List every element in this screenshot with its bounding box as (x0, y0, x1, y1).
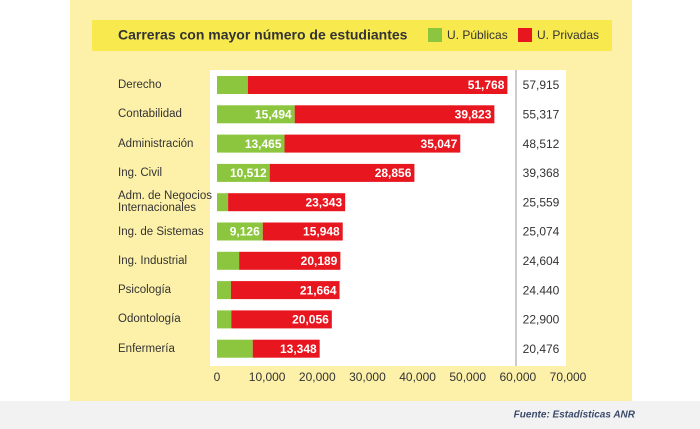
bar-segment (217, 105, 295, 124)
x-tick-label: 30,000 (349, 370, 386, 384)
bar-segment (247, 76, 508, 94)
bar-segment (217, 163, 270, 182)
value-label: 35,047 (421, 137, 458, 151)
bar-segment (217, 134, 285, 153)
value-label: 51,768 (468, 78, 505, 92)
value-label: 13,348 (280, 342, 317, 356)
total-label: 24.440 (523, 283, 560, 297)
category-label: Ing. de Sistemas (118, 225, 204, 238)
value-label: 15,494 (255, 107, 292, 121)
x-tick-label: 40,000 (399, 370, 436, 384)
bar-segment (217, 310, 232, 329)
value-label: 21,664 (300, 283, 337, 297)
bar-segment (230, 281, 340, 300)
total-label: 25,559 (523, 195, 560, 209)
bar-segment (217, 339, 253, 358)
bar-segment (239, 251, 341, 270)
category-label: Ing. Industrial (118, 254, 188, 267)
total-label: 55,317 (523, 107, 560, 121)
category-label: Adm. de Negocios Internacionales (118, 190, 212, 215)
bar-segment (228, 193, 346, 212)
category-label: Ing. Civil (118, 166, 163, 179)
bar-segment (217, 251, 240, 270)
legend-label: U. Privadas (537, 28, 599, 42)
legend-swatch (428, 28, 442, 42)
total-label: 20,476 (523, 342, 560, 356)
bar-segment (217, 281, 231, 300)
category-label: Contabilidad (118, 108, 182, 121)
source: Fuente: Estadísticas ANR (514, 410, 636, 421)
legend-swatch (518, 28, 532, 42)
x-tick-label: 50,000 (449, 370, 486, 384)
value-label: 28,856 (375, 166, 412, 180)
bar-segment (262, 222, 343, 241)
category-label: Derecho (118, 79, 162, 91)
bar-segment (284, 134, 461, 153)
x-tick-label: 20,000 (299, 370, 336, 384)
value-label: 13,465 (245, 137, 282, 151)
bar-segment (252, 339, 320, 358)
bar-segment (217, 193, 229, 212)
category-label: Administración (118, 137, 194, 150)
value-label: 10,512 (230, 166, 267, 180)
value-label: 23,343 (305, 195, 342, 209)
bar-segment (217, 222, 263, 241)
bar-segment (294, 105, 495, 124)
total-label: 48,512 (523, 137, 560, 151)
x-tick-label: 10,000 (249, 370, 286, 384)
footer-band (0, 401, 700, 429)
category-label: Psicología (118, 284, 172, 297)
total-label: 22,900 (523, 313, 560, 327)
x-tick-label: 60,000 (500, 370, 537, 384)
x-tick-label: 0 (214, 370, 221, 384)
bar-segment (269, 163, 415, 182)
total-label: 57,915 (523, 78, 560, 92)
value-label: 9,126 (230, 225, 260, 239)
bar-segment (217, 76, 248, 94)
bar-segment (231, 310, 332, 329)
x-tick-label: 70,000 (550, 370, 587, 384)
chart-title: Carreras con mayor número de estudiantes (118, 27, 408, 43)
total-label: 24,604 (523, 254, 560, 268)
value-label: 20,189 (301, 254, 338, 268)
total-label: 25,074 (523, 225, 560, 239)
category-label: Enfermería (118, 342, 175, 355)
value-label: 39,823 (455, 107, 492, 121)
total-label: 39,368 (523, 166, 560, 180)
legend-label: U. Públicas (447, 28, 508, 42)
category-label: Odontología (118, 313, 181, 326)
value-label: 20,056 (292, 313, 329, 327)
value-label: 15,948 (303, 225, 340, 239)
